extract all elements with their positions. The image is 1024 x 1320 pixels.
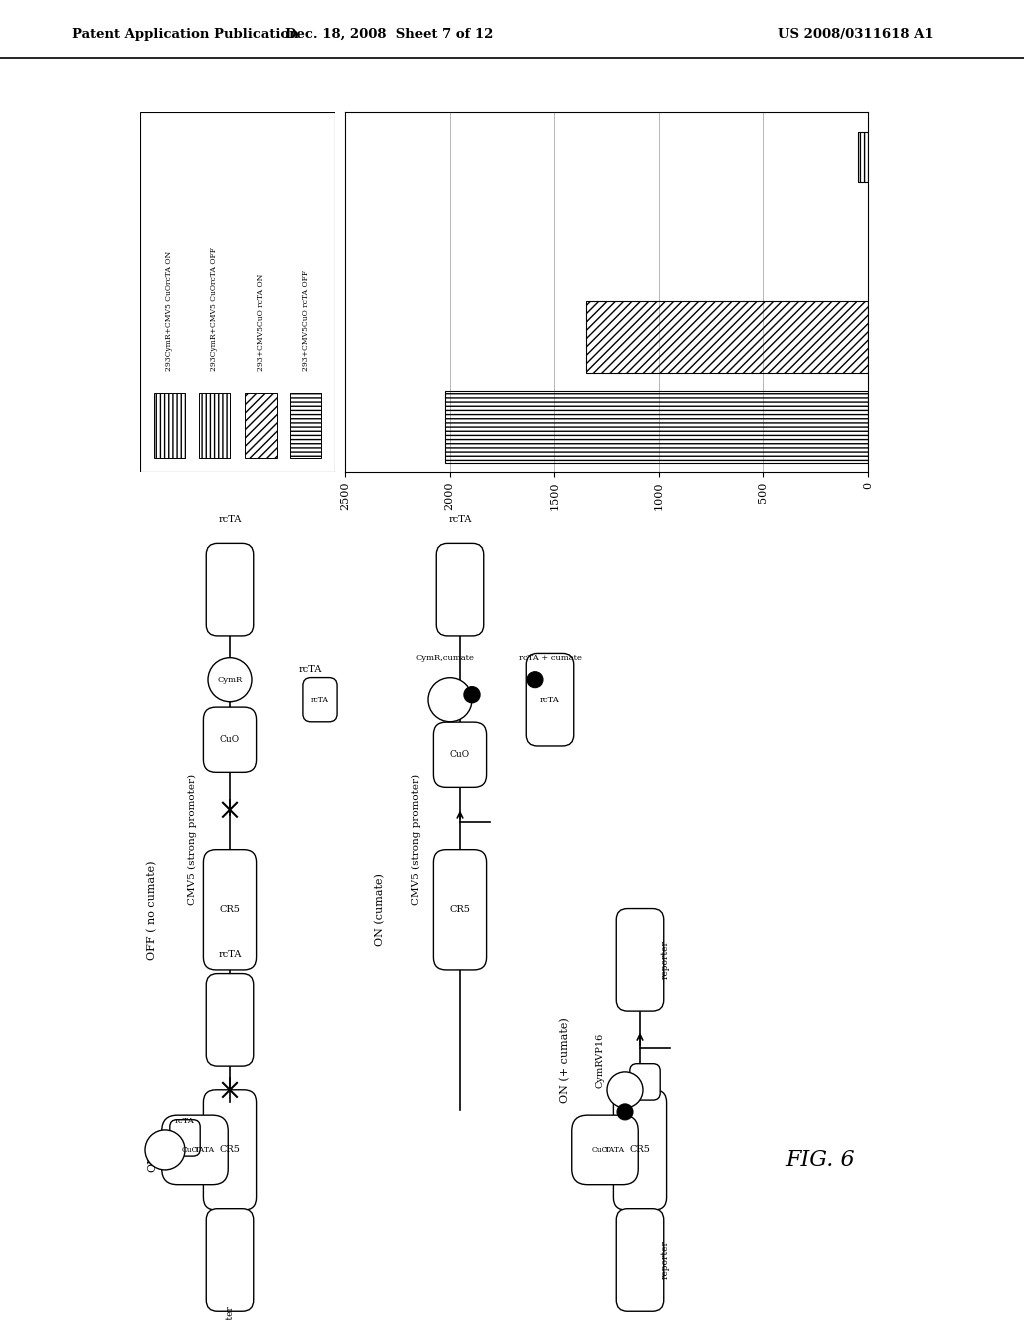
- Text: ON (+ cumate): ON (+ cumate): [560, 1016, 570, 1102]
- FancyBboxPatch shape: [206, 1209, 254, 1311]
- FancyBboxPatch shape: [204, 850, 257, 970]
- Circle shape: [464, 686, 480, 702]
- FancyBboxPatch shape: [526, 653, 573, 746]
- Text: CR5: CR5: [450, 906, 470, 915]
- FancyBboxPatch shape: [433, 850, 486, 970]
- FancyBboxPatch shape: [206, 974, 254, 1067]
- Text: 293+CMV5CuO rcTA OFF: 293+CMV5CuO rcTA OFF: [302, 271, 309, 371]
- Text: FIG. 6: FIG. 6: [785, 1148, 855, 1171]
- Text: rcTA: rcTA: [218, 950, 242, 960]
- FancyBboxPatch shape: [199, 393, 229, 458]
- Text: 293CymR+CMV5 CuOrcTA OFF: 293CymR+CMV5 CuOrcTA OFF: [210, 247, 218, 371]
- Circle shape: [145, 1130, 185, 1170]
- Bar: [857, 132, 868, 182]
- Text: CymR,cumate: CymR,cumate: [416, 653, 474, 661]
- Text: rcTA + cumate: rcTA + cumate: [518, 653, 582, 661]
- Text: Patent Application Publication: Patent Application Publication: [72, 28, 298, 41]
- Circle shape: [208, 657, 252, 702]
- Text: rcTA: rcTA: [175, 1117, 195, 1125]
- FancyBboxPatch shape: [204, 1090, 257, 1210]
- Text: CuO: CuO: [592, 1146, 608, 1154]
- Text: CR5: CR5: [219, 1146, 241, 1155]
- Text: CymRVP16: CymRVP16: [596, 1032, 604, 1088]
- Text: CR5: CR5: [630, 1146, 650, 1155]
- FancyBboxPatch shape: [613, 1090, 667, 1210]
- Text: TATA: TATA: [195, 1146, 215, 1154]
- Text: OFF: OFF: [147, 1147, 157, 1172]
- FancyBboxPatch shape: [433, 722, 486, 787]
- Text: reporter: reporter: [660, 940, 670, 979]
- FancyBboxPatch shape: [303, 677, 337, 722]
- FancyBboxPatch shape: [246, 393, 276, 458]
- FancyBboxPatch shape: [154, 393, 185, 458]
- Bar: [445, 391, 868, 463]
- Text: TATA: TATA: [605, 1146, 625, 1154]
- FancyBboxPatch shape: [162, 1115, 228, 1184]
- Circle shape: [428, 677, 472, 722]
- FancyBboxPatch shape: [170, 1119, 201, 1156]
- FancyBboxPatch shape: [571, 1115, 638, 1184]
- Text: US 2008/0311618 A1: US 2008/0311618 A1: [778, 28, 934, 41]
- Text: rcTA: rcTA: [311, 696, 329, 704]
- Text: CuO: CuO: [181, 1146, 199, 1154]
- FancyBboxPatch shape: [630, 1064, 660, 1100]
- Text: CMV5 (strong promoter): CMV5 (strong promoter): [187, 775, 197, 906]
- FancyBboxPatch shape: [616, 908, 664, 1011]
- Text: CuO: CuO: [220, 735, 240, 744]
- Circle shape: [527, 672, 543, 688]
- FancyBboxPatch shape: [616, 1209, 664, 1311]
- Text: 293+CMV5CuO rcTA ON: 293+CMV5CuO rcTA ON: [257, 273, 265, 371]
- Text: CymR: CymR: [217, 676, 243, 684]
- Text: reporter: reporter: [225, 1305, 234, 1320]
- Text: Dec. 18, 2008  Sheet 7 of 12: Dec. 18, 2008 Sheet 7 of 12: [285, 28, 494, 41]
- Circle shape: [607, 1072, 643, 1107]
- Text: OFF ( no cumate): OFF ( no cumate): [146, 861, 157, 960]
- Text: rcTA: rcTA: [540, 696, 560, 704]
- Text: CuO: CuO: [450, 750, 470, 759]
- Text: CR5: CR5: [219, 906, 241, 915]
- FancyBboxPatch shape: [206, 544, 254, 636]
- Text: 293CymR+CMV5 CuOrcTA ON: 293CymR+CMV5 CuOrcTA ON: [165, 251, 173, 371]
- Text: rcTA: rcTA: [218, 515, 242, 524]
- FancyBboxPatch shape: [290, 393, 322, 458]
- Text: CMV5 (strong promoter): CMV5 (strong promoter): [412, 775, 421, 906]
- Text: reporter: reporter: [660, 1241, 670, 1279]
- Circle shape: [617, 1104, 633, 1119]
- Text: ON (cumate): ON (cumate): [375, 874, 385, 946]
- FancyBboxPatch shape: [204, 708, 257, 772]
- FancyBboxPatch shape: [436, 544, 483, 636]
- Text: rcTA: rcTA: [298, 665, 322, 675]
- Bar: [586, 301, 868, 374]
- Text: rcTA: rcTA: [449, 515, 472, 524]
